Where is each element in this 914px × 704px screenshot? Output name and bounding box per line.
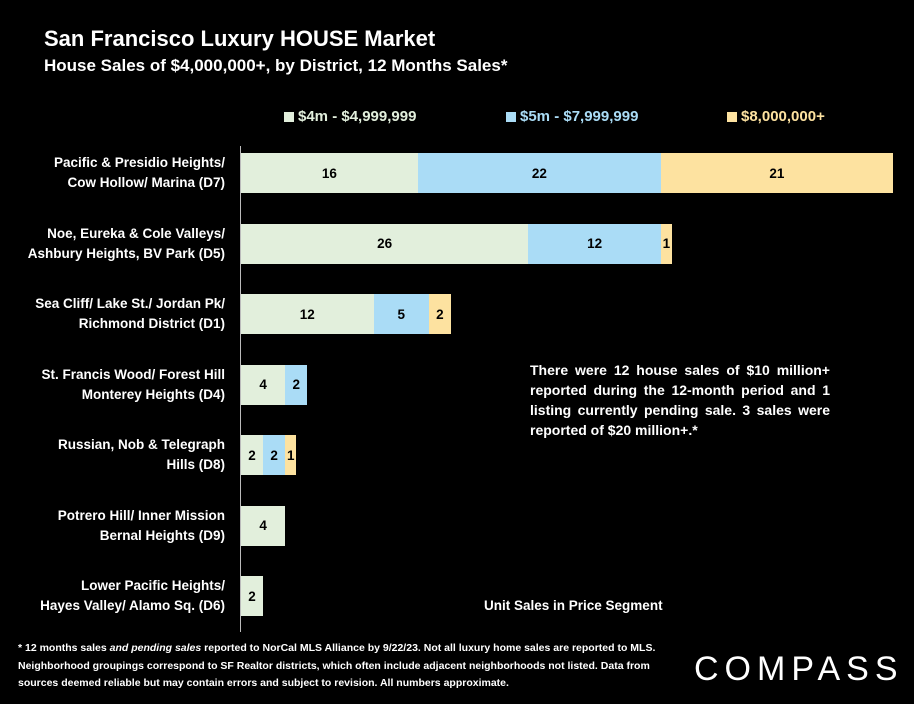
bar-value-label: 12 [587, 236, 603, 251]
x-axis-title: Unit Sales in Price Segment [484, 598, 663, 613]
footnote-prefix: * 12 months sales [18, 642, 110, 654]
bar-value-label: 4 [259, 518, 267, 533]
bar-value-label: 2 [436, 306, 444, 322]
annotation-note: There were 12 house sales of $10 million… [530, 362, 830, 438]
footnote-suffix: reported to NorCal MLS Alliance by 9/22/… [18, 642, 656, 689]
bar-segment: 2 [241, 576, 264, 616]
category-label-line: Hayes Valley/ Alamo Sq. (D6) [40, 598, 225, 613]
bar-segment: 2 [285, 364, 308, 405]
category-label-line: Bernal Heights (D9) [99, 527, 225, 543]
bar-value-label: 16 [321, 165, 337, 181]
bar-value-label: 2 [270, 447, 278, 463]
bar-value-label: 2 [248, 588, 256, 604]
bar-segment: 16 [241, 153, 418, 193]
bar-value-label: 1 [662, 236, 671, 251]
legend-swatch-3 [727, 111, 737, 122]
category-label: Pacific & Presidio Heights/Cow Hollow/ M… [0, 153, 225, 193]
legend-swatch-2 [506, 111, 516, 122]
bar-segment: 2 [263, 435, 286, 475]
bar-value-label: 26 [377, 236, 393, 251]
legend-item-2: $5m - $7,999,999 [506, 108, 638, 125]
category-label-line: Cow Hollow/ Marina (D7) [67, 175, 225, 190]
category-label-line: Noe, Eureka & Cole Valleys/ [47, 225, 225, 241]
category-label: Sea Cliff/ Lake St./ Jordan Pk/Richmond … [0, 294, 225, 334]
chart-title: San Francisco Luxury HOUSE Market [44, 26, 436, 51]
bar-segment: 26 [241, 223, 529, 264]
bar-segment: 2 [241, 435, 264, 475]
bar-value-label: 21 [769, 165, 785, 181]
category-label: Noe, Eureka & Cole Valleys/Ashbury Heigh… [0, 224, 225, 264]
legend-label-1: $4m - $4,999,999 [298, 108, 417, 125]
footnote-emphasis: and pending sales [109, 642, 202, 654]
legend-item-3: $8,000,000+ [727, 108, 825, 125]
category-label-line: Sea Cliff/ Lake St./ Jordan Pk/ [35, 296, 225, 311]
chart-legend: $4m - $4,999,999 $5m - $7,999,999 $8,000,0… [0, 108, 914, 130]
category-label-line: Russian, Nob & Telegraph [57, 437, 225, 452]
bar-segment: 21 [660, 153, 893, 193]
legend-label-3: $8,000,000+ [741, 108, 825, 125]
y-axis-line [240, 146, 241, 632]
bar-segment: 12 [241, 294, 374, 334]
compass-logo: COMPASS [694, 650, 904, 688]
category-label-line: Ashbury Heights, BV Park (D5) [27, 245, 225, 261]
category-label-line: Hills (D8) [166, 457, 225, 472]
bar-value-label: 1 [286, 447, 295, 463]
bar-segment: 22 [417, 153, 661, 193]
bar-segment: 5 [373, 294, 429, 334]
category-label: St. Francis Wood/ Forest Hill Monterey He… [0, 365, 225, 405]
category-label-line: Richmond District (D1) [78, 316, 225, 331]
footnote: * 12 months sales and pending sales repo… [18, 640, 682, 693]
chart-subtitle: House Sales of $4,000,000+, by District,… [44, 56, 508, 75]
bar-value-label: 5 [397, 306, 405, 322]
category-label-line: Monterey Heights (D4) [81, 386, 225, 402]
legend-swatch-1 [284, 111, 294, 122]
bar-value-label: 2 [292, 377, 300, 392]
bar-value-label: 12 [299, 306, 315, 322]
bar-value-label: 22 [531, 165, 547, 181]
bar-segment: 1 [660, 223, 672, 264]
bar-segment: 1 [285, 435, 297, 475]
category-label-line: Pacific & Presidio Heights/ [53, 155, 225, 170]
category-label: Lower Pacific Heights/Hayes Valley/ Alam… [0, 576, 225, 616]
bar-segment: 4 [241, 364, 286, 405]
bar-segment: 4 [241, 505, 286, 546]
bar-segment: 12 [528, 223, 661, 264]
bar-segment: 2 [428, 294, 451, 334]
bar-value-label: 4 [259, 377, 267, 392]
category-label-line: Lower Pacific Heights/ [80, 578, 225, 593]
bar-value-label: 2 [248, 447, 256, 463]
category-label-line: Potrero Hill/ Inner Mission [57, 507, 225, 523]
category-label: Potrero Hill/ Inner Mission Bernal Height… [0, 506, 225, 546]
category-label: Russian, Nob & Telegraph Hills (D8) [0, 435, 225, 475]
legend-label-2: $5m - $7,999,999 [520, 108, 639, 125]
category-label-line: St. Francis Wood/ Forest Hill [41, 366, 225, 382]
legend-item-1: $4m - $4,999,999 [284, 108, 416, 125]
